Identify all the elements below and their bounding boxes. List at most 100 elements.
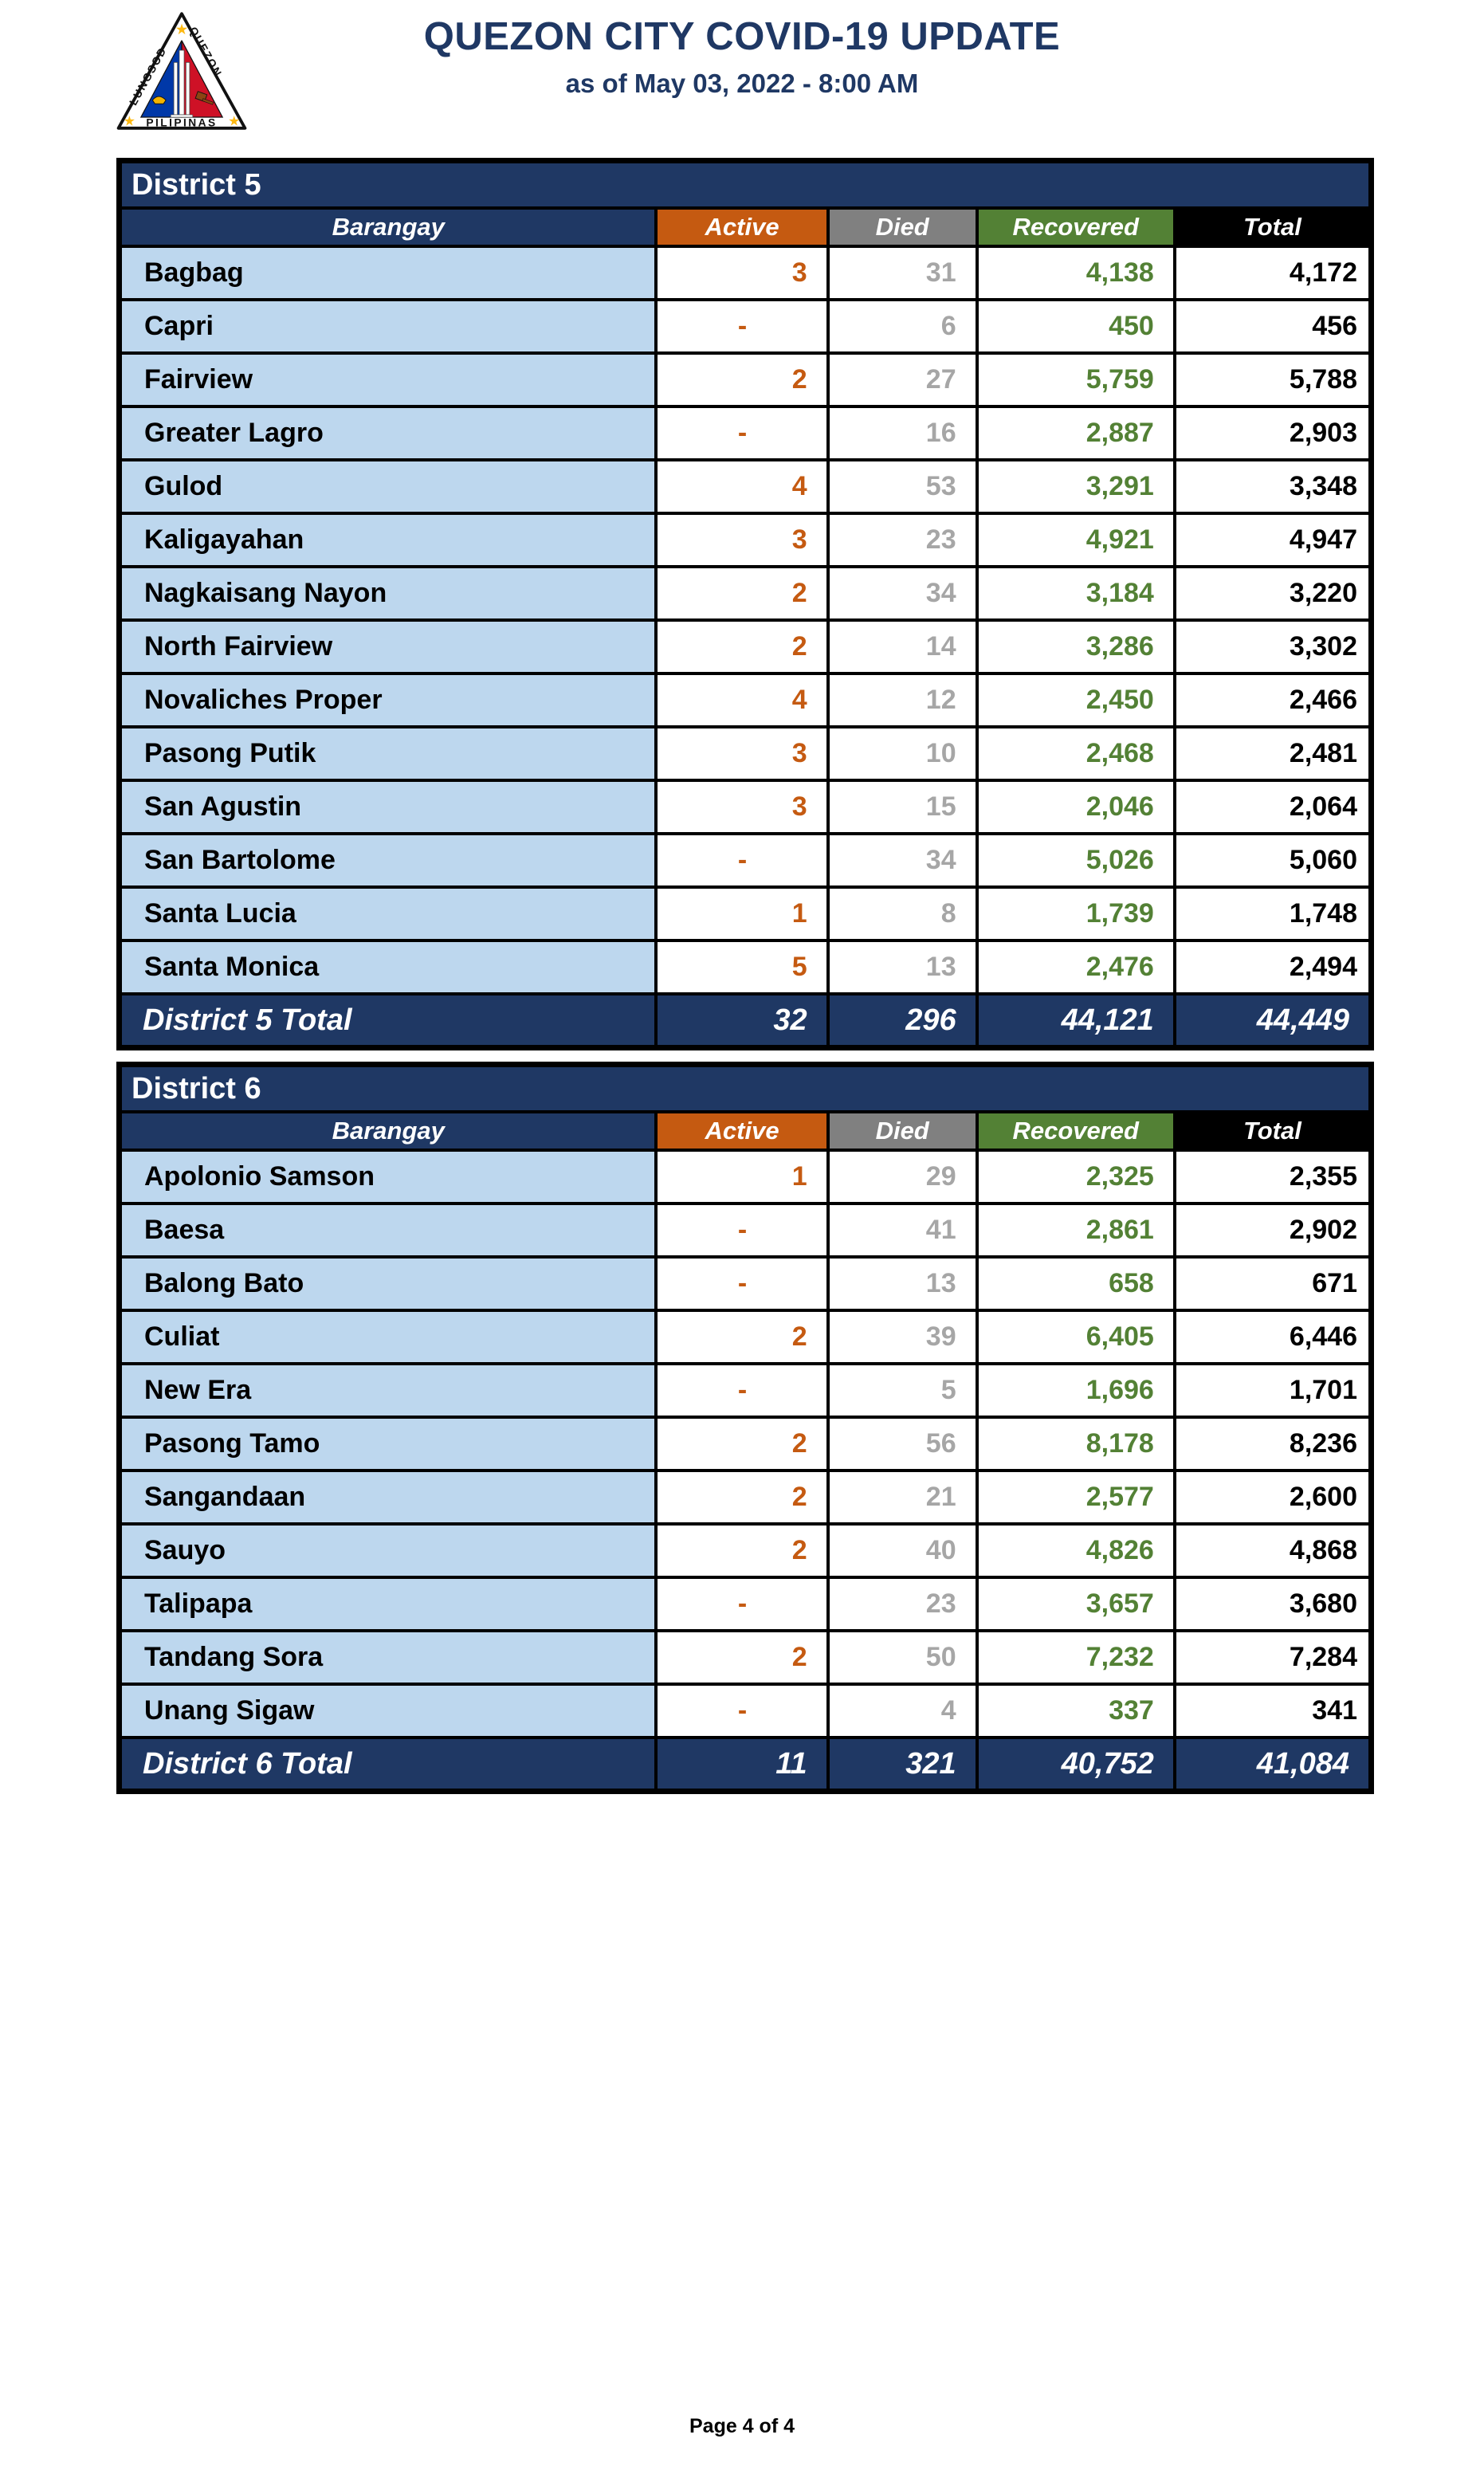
total-count: 7,284	[1172, 1629, 1373, 1686]
active-count: -	[654, 1683, 830, 1739]
star-right-icon: ★	[228, 114, 240, 129]
table-row: Santa Monica 5 13 2,476 2,494	[117, 939, 1373, 995]
page-number: Page 4 of 4	[689, 2415, 795, 2437]
barangay-name: Tandang Sora	[117, 1629, 658, 1686]
recovered-count: 2,450	[975, 672, 1176, 728]
total-count: 1,701	[1172, 1362, 1373, 1419]
recovered-count: 2,476	[975, 939, 1176, 995]
total-count: 1,748	[1172, 885, 1373, 942]
died-count: 13	[826, 939, 979, 995]
recovered-count: 658	[975, 1255, 1176, 1312]
total-count: 3,302	[1172, 618, 1373, 675]
barangay-name: Bagbag	[117, 245, 658, 301]
table-row: Capri -6 450 456	[117, 298, 1373, 355]
district-title-row: District 6	[117, 1062, 1373, 1113]
recovered-count: 3,286	[975, 618, 1176, 675]
district-6-table: District 6 Barangay Active Died Recovere…	[116, 1062, 1374, 1794]
recovered-count: 2,577	[975, 1469, 1176, 1526]
barangay-name: New Era	[117, 1362, 658, 1419]
district-total-active: 32	[654, 992, 830, 1050]
table-row: Sangandaan 2 21 2,577 2,600	[117, 1469, 1373, 1526]
table-row: Nagkaisang Nayon 2 34 3,184 3,220	[117, 565, 1373, 622]
table-row: Greater Lagro -16 2,887 2,903	[117, 405, 1373, 461]
seal-icon: ★ ★ ★ LUNGSOD QUEZON PILIPINAS	[116, 12, 247, 130]
barangay-name: Novaliches Proper	[117, 672, 658, 728]
recovered-count: 4,826	[975, 1522, 1176, 1579]
barangay-name: Gulod	[117, 458, 658, 515]
died-count: 4	[826, 1683, 979, 1739]
died-count: 34	[826, 832, 979, 889]
total-count: 4,947	[1172, 512, 1373, 568]
column-header-row: Barangay Active Died Recovered Total	[117, 1110, 1373, 1152]
died-count: 29	[826, 1149, 979, 1205]
active-count: 3	[654, 512, 830, 568]
died-count: 14	[826, 618, 979, 675]
active-count: 5	[654, 939, 830, 995]
district-5-table: District 5 Barangay Active Died Recovere…	[116, 158, 1374, 1050]
active-count: 4	[654, 672, 830, 728]
page-subtitle: as of May 03, 2022 - 8:00 AM	[565, 69, 919, 98]
died-count: 12	[826, 672, 979, 728]
recovered-count: 5,759	[975, 351, 1176, 408]
district-total-row: District 5 Total 32 296 44,121 44,449	[117, 992, 1373, 1050]
died-count: 8	[826, 885, 979, 942]
table-row: New Era -5 1,696 1,701	[117, 1362, 1373, 1419]
total-count: 2,481	[1172, 725, 1373, 782]
total-count: 2,600	[1172, 1469, 1373, 1526]
total-count: 5,060	[1172, 832, 1373, 889]
district-total-total: 44,449	[1172, 992, 1373, 1050]
total-count: 3,348	[1172, 458, 1373, 515]
total-count: 2,902	[1172, 1202, 1373, 1259]
total-count: 5,788	[1172, 351, 1373, 408]
star-top-icon: ★	[175, 21, 188, 37]
district-total-died: 321	[826, 1736, 979, 1793]
seal-text-pilipinas: PILIPINAS	[146, 116, 217, 128]
district-total-label: District 5 Total	[117, 992, 658, 1050]
active-count: 2	[654, 1309, 830, 1365]
column-header-recovered: Recovered	[975, 1110, 1176, 1152]
active-count: 3	[654, 725, 830, 782]
died-count: 40	[826, 1522, 979, 1579]
district-title: District 5	[117, 159, 1373, 210]
table-row: Sauyo 2 40 4,826 4,868	[117, 1522, 1373, 1579]
district-total-recovered: 40,752	[975, 1736, 1176, 1793]
active-count: -	[654, 1202, 830, 1259]
barangay-name: Capri	[117, 298, 658, 355]
table-row: Santa Lucia 1 8 1,739 1,748	[117, 885, 1373, 942]
district-total-recovered: 44,121	[975, 992, 1176, 1050]
active-count: 2	[654, 351, 830, 408]
district-title-row: District 5	[117, 159, 1373, 210]
table-row: San Agustin 3 15 2,046 2,064	[117, 779, 1373, 835]
recovered-count: 8,178	[975, 1416, 1176, 1472]
died-count: 13	[826, 1255, 979, 1312]
total-count: 2,355	[1172, 1149, 1373, 1205]
recovered-count: 2,887	[975, 405, 1176, 461]
total-count: 8,236	[1172, 1416, 1373, 1472]
district-6-section: District 6 Barangay Active Died Recovere…	[116, 1062, 1374, 1794]
column-header-barangay: Barangay	[117, 206, 658, 248]
died-count: 34	[826, 565, 979, 622]
recovered-count: 2,046	[975, 779, 1176, 835]
recovered-count: 2,325	[975, 1149, 1176, 1205]
column-header-total: Total	[1172, 1110, 1373, 1152]
table-row: Kaligayahan 3 23 4,921 4,947	[117, 512, 1373, 568]
barangay-name: Balong Bato	[117, 1255, 658, 1312]
barangay-name: Apolonio Samson	[117, 1149, 658, 1205]
active-count: 2	[654, 618, 830, 675]
barangay-name: Greater Lagro	[117, 405, 658, 461]
barangay-name: Fairview	[117, 351, 658, 408]
barangay-name: Sauyo	[117, 1522, 658, 1579]
total-count: 3,220	[1172, 565, 1373, 622]
died-count: 6	[826, 298, 979, 355]
total-count: 456	[1172, 298, 1373, 355]
table-row: Tandang Sora 2 50 7,232 7,284	[117, 1629, 1373, 1686]
recovered-count: 4,138	[975, 245, 1176, 301]
column-header-barangay: Barangay	[117, 1110, 658, 1152]
active-count: -	[654, 1576, 830, 1632]
active-count: -	[654, 1255, 830, 1312]
died-count: 56	[826, 1416, 979, 1472]
table-row: Bagbag 3 31 4,138 4,172	[117, 245, 1373, 301]
died-count: 5	[826, 1362, 979, 1419]
barangay-name: Sangandaan	[117, 1469, 658, 1526]
